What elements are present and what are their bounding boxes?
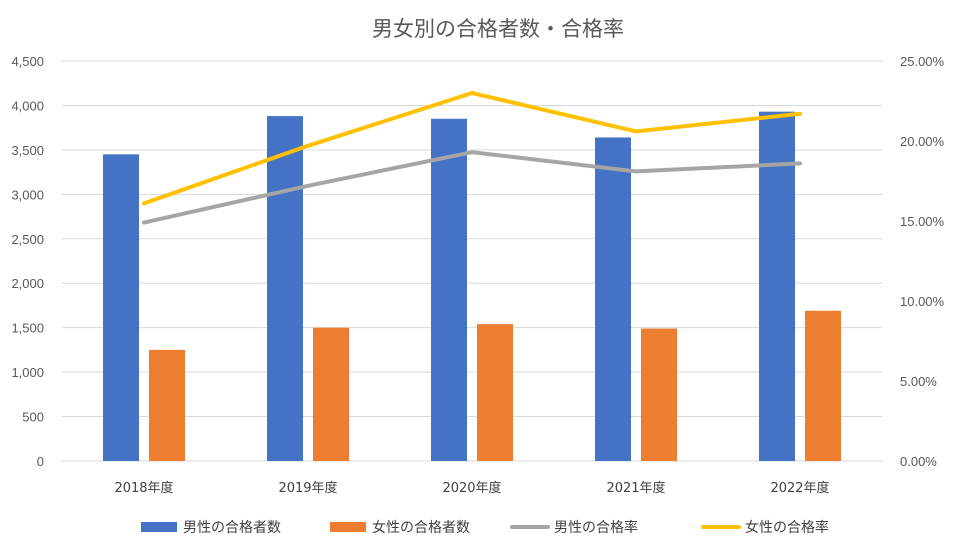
y-axis-tick-label: 4,500 [11, 54, 44, 69]
axes: 0 500 1,000 1,500 2,000 2,500 3,000 3,500 4,000 4… [11, 54, 944, 496]
legend-label: 男性の合格者数 [183, 520, 281, 536]
legend: 男性の合格者数 女性の合格者数 男性の合格率 女性の合格率 [141, 519, 829, 536]
y-axis-tick-label: 2,500 [11, 232, 44, 247]
y2-axis-tick-label: 15.00% [900, 214, 945, 229]
legend-label: 女性の合格率 [745, 519, 829, 536]
legend-swatch-bar [330, 522, 366, 532]
bar [805, 310, 841, 461]
bar [595, 137, 631, 461]
bar [103, 154, 139, 462]
series-line [142, 91, 802, 206]
y-axis-tick-label: 1,000 [11, 365, 44, 380]
y2-axis-tick-label: 10.00% [900, 294, 945, 309]
y-axis-tick-label: 2,000 [11, 276, 44, 291]
y2-axis-tick-label: 5.00% [900, 374, 937, 389]
y-axis-tick-label: 3,500 [11, 143, 44, 158]
x-axis-category-label: 2018年度 [114, 480, 173, 496]
bar [477, 324, 513, 461]
y-axis-tick-label: 500 [22, 410, 44, 425]
legend-swatch-bar [141, 522, 177, 532]
y2-axis-tick-label: 0.00% [900, 454, 937, 469]
x-axis-category-label: 2019年度 [278, 480, 337, 496]
series-line [142, 150, 802, 225]
y2-axis-tick-label: 20.00% [900, 134, 945, 149]
bar [759, 111, 795, 462]
chart-title: 男女別の合格者数・合格率 [372, 17, 624, 41]
y-axis-tick-label: 0 [37, 454, 44, 469]
x-axis-category-label: 2022年度 [770, 480, 829, 496]
y-axis-tick-label: 3,000 [11, 187, 44, 202]
x-axis-category-label: 2020年度 [442, 480, 501, 496]
y2-axis-tick-label: 25.00% [900, 54, 945, 69]
bar [149, 349, 185, 461]
bar [431, 118, 467, 462]
legend-label: 男性の合格率 [554, 519, 638, 536]
bar [267, 116, 303, 461]
y-axis-tick-label: 4,000 [11, 98, 44, 113]
bar [641, 328, 677, 461]
legend-label: 女性の合格者数 [372, 519, 470, 536]
x-axis-category-label: 2021年度 [606, 480, 665, 496]
lines [142, 91, 802, 225]
bars [103, 111, 841, 462]
bar [313, 327, 349, 461]
y-axis-tick-label: 1,500 [11, 321, 44, 336]
gridlines [62, 60, 882, 462]
